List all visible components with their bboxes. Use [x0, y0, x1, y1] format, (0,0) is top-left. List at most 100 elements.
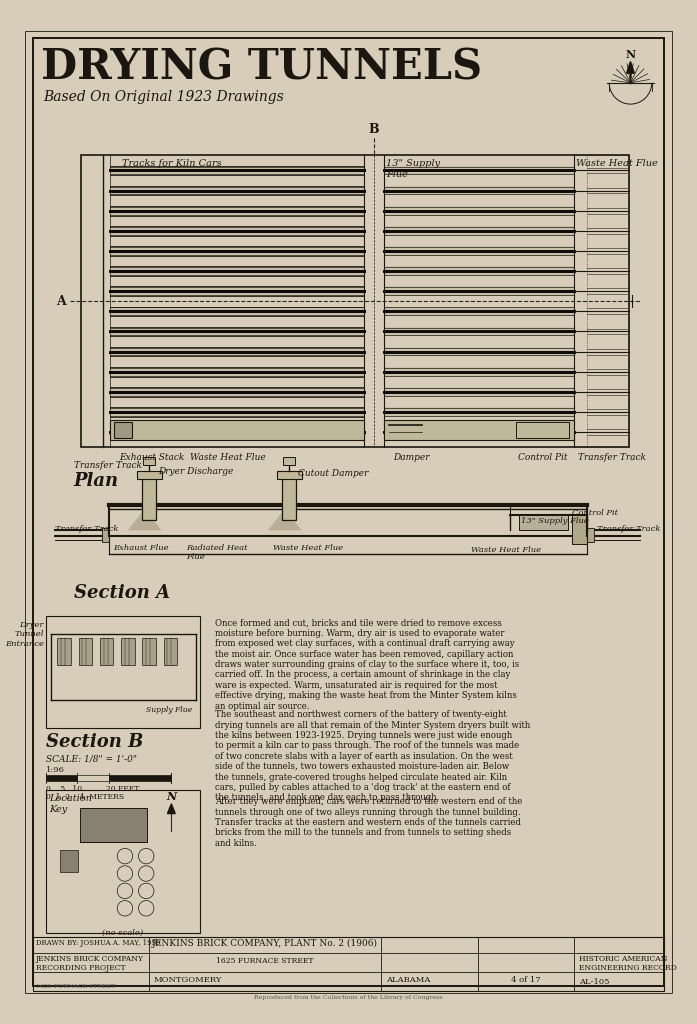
Text: 1625 FURNACE STREET: 1625 FURNACE STREET	[36, 984, 116, 989]
Text: 0    5   10          20 FEET: 0 5 10 20 FEET	[46, 784, 139, 793]
Text: 13" Supply Flue: 13" Supply Flue	[521, 517, 589, 525]
Text: Waste Heat Flue: Waste Heat Flue	[576, 159, 657, 168]
Text: Based On Original 1923 Drawings: Based On Original 1923 Drawings	[43, 89, 284, 103]
Text: MONTGOMERY: MONTGOMERY	[154, 976, 222, 984]
Text: RECORDING PROJECT: RECORDING PROJECT	[36, 965, 125, 973]
Text: JENKINS BRICK COMPANY: JENKINS BRICK COMPANY	[36, 954, 144, 963]
Bar	[110, 266, 365, 275]
Text: Supply Flue: Supply Flue	[146, 707, 192, 715]
Text: N: N	[167, 791, 176, 802]
Bar	[586, 528, 594, 542]
Text: Transfer Track: Transfer Track	[74, 461, 141, 470]
Polygon shape	[627, 61, 634, 73]
Bar	[574, 156, 629, 447]
Text: A: A	[56, 295, 66, 308]
Bar	[110, 306, 365, 316]
Bar	[100, 638, 114, 665]
Bar	[110, 427, 365, 437]
Bar	[384, 408, 574, 417]
Bar	[110, 367, 365, 377]
Bar	[572, 515, 587, 544]
Bar	[384, 367, 574, 377]
Text: Plan: Plan	[74, 472, 118, 490]
Bar	[46, 616, 200, 727]
Bar	[284, 457, 295, 465]
Text: JENKINS BRICK COMPANY, PLANT No. 2 (1906): JENKINS BRICK COMPANY, PLANT No. 2 (1906…	[152, 939, 378, 948]
Text: Dryer Discharge: Dryer Discharge	[158, 467, 233, 475]
Polygon shape	[128, 509, 162, 530]
Bar	[33, 937, 664, 991]
Bar	[110, 287, 365, 296]
Text: DRAWN BY: JOSHUA A. MAY, 1999: DRAWN BY: JOSHUA A. MAY, 1999	[36, 939, 160, 947]
Text: Dryer
Tunnel
Entrance: Dryer Tunnel Entrance	[5, 622, 44, 647]
Bar	[110, 226, 365, 236]
Bar	[384, 166, 574, 175]
Bar	[82, 156, 629, 447]
Text: 1:96: 1:96	[46, 766, 65, 774]
Text: Waste Heat Flue: Waste Heat Flue	[273, 544, 343, 552]
Bar	[384, 206, 574, 215]
Text: Cutout Damper: Cutout Damper	[298, 469, 368, 477]
Text: Once formed and cut, bricks and tile were dried to remove excess
moisture before: Once formed and cut, bricks and tile wer…	[215, 618, 519, 711]
Bar	[137, 471, 162, 479]
Text: AL-105: AL-105	[579, 978, 610, 986]
Bar	[164, 638, 177, 665]
Bar	[110, 387, 365, 396]
Text: 0  1  2    4  METERS: 0 1 2 4 METERS	[46, 794, 124, 802]
Bar	[46, 775, 77, 780]
Text: DRYING TUNNELS: DRYING TUNNELS	[41, 46, 482, 88]
Text: B: B	[369, 123, 379, 136]
Bar	[144, 457, 155, 465]
Bar	[277, 471, 302, 479]
Bar	[109, 775, 171, 780]
Polygon shape	[167, 804, 175, 814]
Bar	[384, 306, 574, 316]
Bar	[60, 850, 77, 871]
Text: Section A: Section A	[74, 584, 170, 601]
Text: After they were emptied, cars were returned to the western end of the
tunnels th: After they were emptied, cars were retur…	[215, 797, 522, 848]
Bar	[384, 347, 574, 356]
Text: Transfer Track: Transfer Track	[55, 524, 119, 532]
Bar	[142, 476, 156, 520]
Bar	[110, 420, 365, 439]
Text: HISTORIC AMERICAN: HISTORIC AMERICAN	[579, 954, 668, 963]
Text: N: N	[625, 48, 636, 59]
Bar	[384, 246, 574, 256]
Bar	[102, 528, 109, 542]
Text: Waste Heat Flue: Waste Heat Flue	[471, 546, 541, 554]
Text: Exhaust Flue: Exhaust Flue	[114, 544, 169, 552]
Text: Transfer Track: Transfer Track	[597, 524, 660, 532]
Bar	[110, 327, 365, 336]
Text: Damper: Damper	[394, 453, 430, 462]
Bar	[110, 206, 365, 215]
Text: Tracks for Kiln Cars: Tracks for Kiln Cars	[122, 159, 222, 168]
Bar	[519, 515, 567, 530]
Text: Radiated Heat
Flue: Radiated Heat Flue	[186, 544, 247, 561]
Text: Transfer Track: Transfer Track	[578, 453, 645, 462]
Bar	[384, 387, 574, 396]
Bar	[384, 185, 574, 196]
Bar	[79, 638, 92, 665]
Text: ALABAMA: ALABAMA	[386, 976, 430, 984]
Polygon shape	[268, 509, 302, 530]
Bar	[110, 166, 365, 175]
Text: 13" Supply
Flue: 13" Supply Flue	[385, 159, 440, 178]
Text: (no scale): (no scale)	[102, 929, 144, 937]
Bar	[77, 775, 109, 780]
Bar	[384, 420, 574, 439]
Text: Reproduced from the Collections of the Library of Congress: Reproduced from the Collections of the L…	[254, 995, 443, 1000]
Bar	[384, 427, 574, 437]
Bar	[79, 808, 147, 842]
Text: Waste Heat Flue: Waste Heat Flue	[190, 453, 266, 462]
Bar	[121, 638, 135, 665]
Text: SCALE: 1/8" = 1'-0": SCALE: 1/8" = 1'-0"	[46, 755, 137, 764]
Bar	[110, 408, 365, 417]
Bar	[110, 185, 365, 196]
Bar	[384, 327, 574, 336]
Bar	[110, 246, 365, 256]
Text: ENGINEERING RECORD: ENGINEERING RECORD	[579, 965, 677, 973]
Text: 4 of 17: 4 of 17	[512, 976, 541, 984]
Text: Control Pit: Control Pit	[518, 453, 567, 462]
Bar	[516, 422, 569, 437]
Text: Section B: Section B	[46, 733, 143, 752]
